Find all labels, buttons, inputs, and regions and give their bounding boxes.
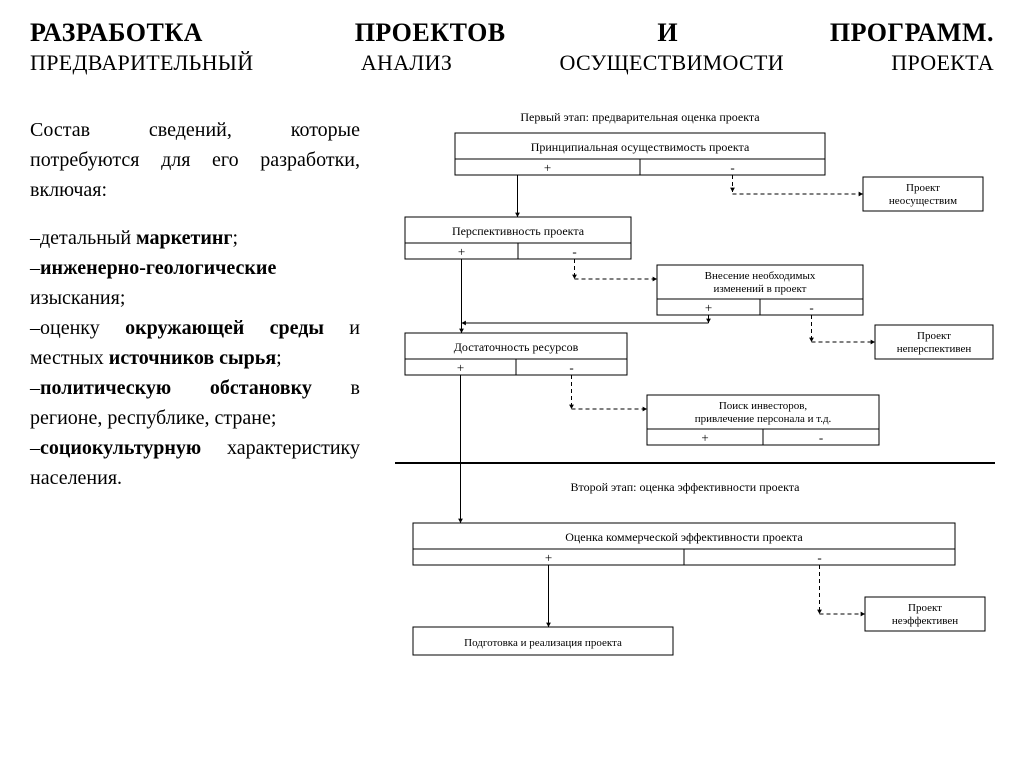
svg-text:Проект: Проект (908, 602, 942, 614)
content-area: Состав сведений, которые потребуются для… (0, 100, 1024, 767)
svg-text:+: + (544, 160, 551, 175)
svg-text:Достаточность ресурсов: Достаточность ресурсов (454, 340, 579, 354)
svg-text:неэффективен: неэффективен (892, 615, 958, 627)
svg-text:+: + (705, 300, 712, 315)
svg-text:-: - (569, 360, 573, 375)
bullet-list: –детальный маркетинг;–инженерно-геологич… (30, 223, 360, 493)
svg-text:Подготовка и реализация проект: Подготовка и реализация проекта (464, 637, 622, 649)
svg-text:-: - (819, 430, 823, 445)
svg-text:+: + (457, 360, 464, 375)
svg-text:Поиск инвесторов,: Поиск инвесторов, (719, 400, 808, 412)
svg-text:Второй этап: оценка эффективно: Второй этап: оценка эффективности проект… (570, 480, 800, 494)
svg-text:Внесение необходимых: Внесение необходимых (705, 270, 816, 282)
svg-text:изменений в проект: изменений в проект (714, 283, 807, 295)
svg-text:-: - (809, 300, 813, 315)
svg-text:+: + (545, 550, 552, 565)
svg-text:-: - (572, 244, 576, 259)
svg-text:+: + (701, 430, 708, 445)
flowchart: Первый этап: предварительная оценка прое… (395, 105, 1000, 745)
svg-text:-: - (730, 160, 734, 175)
svg-text:Проект: Проект (917, 330, 951, 342)
intro-text: Состав сведений, которые потребуются для… (30, 115, 360, 205)
svg-text:неперспективен: неперспективен (897, 343, 972, 355)
svg-text:Перспективность проекта: Перспективность проекта (452, 224, 585, 238)
page-title-sub: ПРЕДВАРИТЕЛЬНЫЙ АНАЛИЗ ОСУЩЕСТВИМОСТИ ПР… (0, 50, 1024, 86)
flowchart-svg: Первый этап: предварительная оценка прое… (395, 105, 1000, 745)
svg-text:Принципиальная осуществимость: Принципиальная осуществимость проекта (531, 140, 750, 154)
svg-text:Первый этап: предварительная о: Первый этап: предварительная оценка прое… (520, 110, 760, 124)
svg-text:привлечение персонала и т.д.: привлечение персонала и т.д. (695, 413, 832, 425)
svg-text:+: + (458, 244, 465, 259)
svg-text:неосуществим: неосуществим (889, 195, 957, 207)
left-column: Состав сведений, которые потребуются для… (30, 115, 360, 493)
svg-text:Оценка коммерческой эффективно: Оценка коммерческой эффективности проект… (565, 530, 803, 544)
svg-text:-: - (817, 550, 821, 565)
svg-text:Проект: Проект (906, 182, 940, 194)
page-title-main: РАЗРАБОТКА ПРОЕКТОВ И ПРОГРАММ. (0, 0, 1024, 50)
